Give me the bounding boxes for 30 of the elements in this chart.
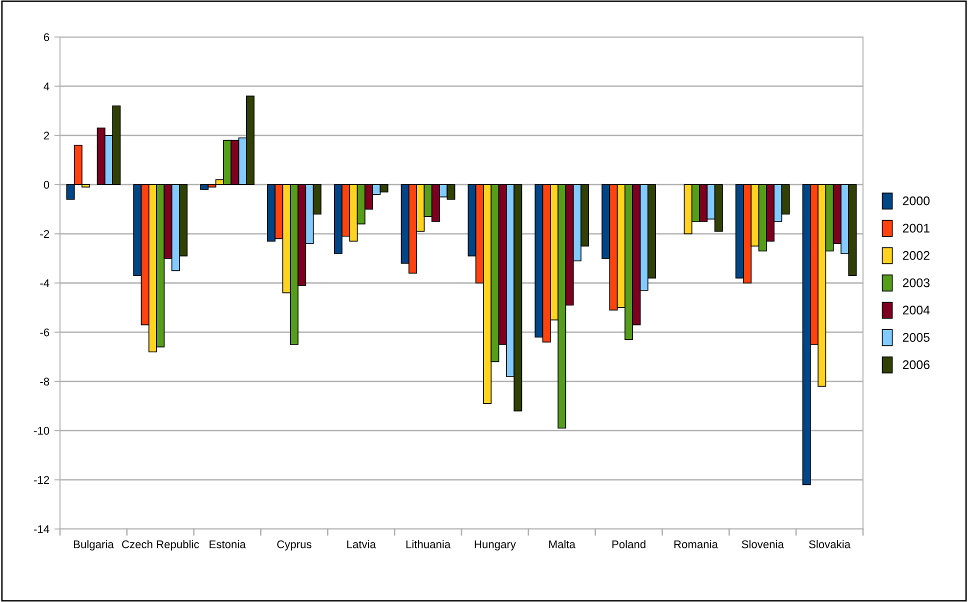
legend-label: 2006 [902, 360, 930, 370]
x-tick-label: Malta [549, 540, 576, 548]
x-tick-label: Poland [612, 540, 646, 548]
x-tick-label: Hungary [474, 540, 516, 550]
x-tick-label: Latvia [347, 540, 376, 548]
x-tick-label: Czech Republic [122, 540, 199, 550]
x-tick-label: Bulgaria [74, 540, 114, 550]
legend-label: 2002 [902, 251, 930, 260]
y-tick-label: -6 [40, 328, 50, 336]
y-tick-label: -2 [40, 230, 50, 238]
y-tick-label: -14 [34, 525, 50, 534]
y-tick-label: -12 [34, 476, 50, 484]
y-tick-label: 4 [44, 82, 50, 90]
y-tick-label: 6 [44, 33, 50, 42]
y-tick-label: 2 [44, 132, 50, 140]
x-tick-label: Slovenia [742, 540, 784, 548]
legend-label: 2000 [902, 196, 930, 206]
y-tick-label: -10 [34, 426, 50, 435]
legend-label: 2004 [902, 306, 930, 315]
x-tick-label: Slovakia [809, 540, 851, 548]
y-tick-label: -8 [40, 378, 50, 386]
y-tick-label: 0 [44, 180, 50, 189]
x-tick-label: Lithuania [406, 540, 451, 548]
y-tick-label: -4 [40, 279, 50, 288]
legend-label: 2005 [902, 332, 930, 342]
legend-label: 2003 [902, 278, 930, 288]
x-tick-label: Romania [674, 540, 718, 548]
legend-label: 2001 [902, 224, 930, 233]
x-tick-label: Estonia [210, 540, 246, 548]
x-tick-label: Cyprus [277, 540, 312, 550]
